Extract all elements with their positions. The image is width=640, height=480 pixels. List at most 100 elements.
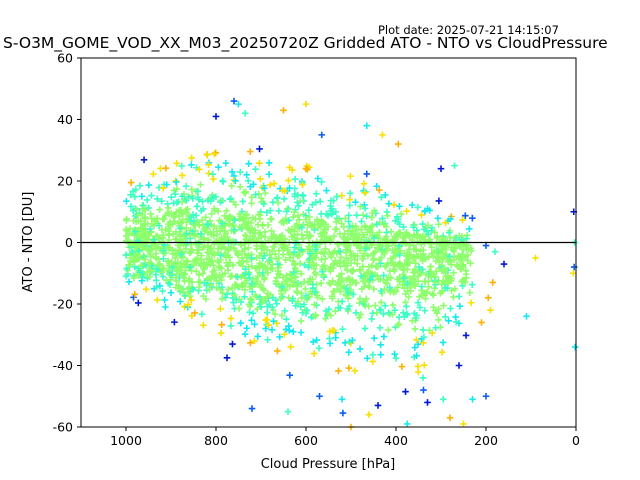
data-point xyxy=(289,257,297,265)
data-point xyxy=(368,315,375,323)
data-point xyxy=(305,243,312,250)
data-point xyxy=(311,301,318,308)
data-point xyxy=(268,260,276,268)
data-point xyxy=(312,199,320,206)
y-tick-label: 60 xyxy=(57,51,73,66)
data-point xyxy=(430,291,437,299)
data-point xyxy=(430,303,437,311)
data-point xyxy=(248,405,256,412)
data-point xyxy=(400,223,407,231)
data-point xyxy=(200,225,208,233)
data-point xyxy=(385,200,393,207)
data-point xyxy=(156,206,164,214)
y-axis-label: ATO - NTO [DU] xyxy=(21,192,36,293)
data-point xyxy=(321,261,328,269)
data-point xyxy=(319,295,326,303)
data-point xyxy=(363,269,371,276)
data-point xyxy=(352,198,359,206)
data-point xyxy=(336,273,343,280)
data-point xyxy=(252,191,259,198)
data-point xyxy=(169,230,177,238)
data-point xyxy=(276,333,284,341)
data-point xyxy=(148,192,155,199)
data-point xyxy=(362,223,369,231)
data-point xyxy=(172,178,180,186)
data-point xyxy=(316,392,323,400)
data-point xyxy=(337,277,344,284)
data-point xyxy=(131,193,139,200)
data-point xyxy=(138,261,145,269)
data-point xyxy=(320,250,327,257)
data-point xyxy=(421,307,429,314)
data-point xyxy=(383,280,391,287)
data-point xyxy=(405,246,413,253)
data-point xyxy=(171,318,178,326)
data-point xyxy=(446,252,453,260)
data-point xyxy=(365,411,373,418)
data-point xyxy=(305,263,312,271)
data-point xyxy=(394,321,402,329)
data-point xyxy=(176,207,183,214)
data-point xyxy=(334,285,342,293)
data-point xyxy=(413,227,421,234)
data-point xyxy=(222,159,230,167)
data-point xyxy=(126,225,134,232)
data-point xyxy=(385,326,392,334)
data-point xyxy=(330,232,338,240)
data-point xyxy=(278,312,286,319)
data-point xyxy=(446,414,454,422)
data-point xyxy=(384,212,391,220)
data-point xyxy=(155,222,163,229)
data-point xyxy=(403,420,411,428)
data-point xyxy=(425,283,432,291)
data-point xyxy=(138,193,146,200)
data-point xyxy=(241,293,248,301)
data-point xyxy=(303,306,311,314)
data-point xyxy=(308,223,316,231)
data-point xyxy=(204,229,211,236)
data-point xyxy=(163,181,171,188)
data-point xyxy=(305,206,313,214)
plot-date: Plot date: 2025-07-21 14:15:07 xyxy=(378,23,559,37)
data-point xyxy=(295,202,302,210)
data-point xyxy=(390,201,398,209)
data-point xyxy=(381,285,388,293)
data-point xyxy=(283,315,290,323)
data-point xyxy=(275,207,283,215)
data-point xyxy=(403,310,410,318)
data-point xyxy=(402,239,410,247)
data-point xyxy=(376,256,383,264)
data-point xyxy=(207,281,215,289)
data-point xyxy=(261,233,269,241)
data-point xyxy=(344,288,352,296)
data-point xyxy=(302,285,309,293)
data-point xyxy=(353,260,361,268)
data-point xyxy=(277,295,284,302)
data-point xyxy=(457,261,464,268)
data-point xyxy=(255,234,263,242)
data-point xyxy=(135,299,142,307)
data-point xyxy=(270,317,277,325)
data-point xyxy=(203,151,211,159)
data-point xyxy=(232,201,239,209)
data-point xyxy=(339,409,347,417)
data-point xyxy=(179,172,186,179)
data-point xyxy=(367,228,374,236)
data-point xyxy=(186,231,194,239)
data-point xyxy=(165,210,173,218)
data-point xyxy=(351,367,359,374)
data-point xyxy=(418,211,425,219)
data-point xyxy=(256,159,263,167)
data-point xyxy=(356,267,364,274)
data-point xyxy=(455,293,463,300)
data-point xyxy=(200,321,207,329)
data-point xyxy=(445,317,452,325)
data-point xyxy=(167,193,175,201)
data-point xyxy=(138,277,146,285)
data-point xyxy=(217,198,224,206)
data-point xyxy=(352,224,360,232)
data-point xyxy=(396,230,403,238)
data-point xyxy=(181,278,188,285)
data-point xyxy=(482,242,490,249)
data-point xyxy=(211,266,218,274)
